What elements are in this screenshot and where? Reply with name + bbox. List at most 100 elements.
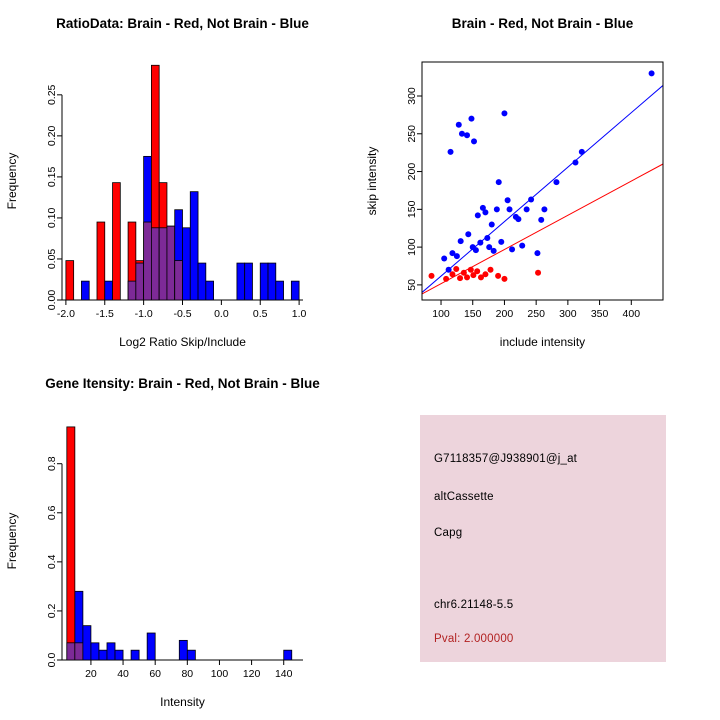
hist-bar xyxy=(90,642,100,661)
hist-bar-overlap xyxy=(174,260,183,301)
info-box: G7118357@J938901@j_at altCassette Capg c… xyxy=(420,415,666,662)
brain-fit-line xyxy=(422,163,663,295)
chart-title: Gene Itensity: Brain - Red, Not Brain - … xyxy=(45,376,320,391)
x-tick-label: 60 xyxy=(149,668,161,680)
hist-bar xyxy=(114,649,124,661)
hist-bar xyxy=(205,280,214,301)
x-tick-label: -2.0 xyxy=(57,308,75,320)
y-tick-label: 0.25 xyxy=(46,84,58,105)
x-tick-label: 200 xyxy=(496,308,514,320)
x-axis-label: Intensity xyxy=(160,695,205,709)
x-tick-label: 0.5 xyxy=(253,308,268,320)
gene-intensity-histogram-panel: 20 40 60 80 100 120 140 0.0 0.2 0.4 0.6 0.8 Intensit… xyxy=(5,376,320,709)
scatter-point-blue xyxy=(445,266,452,273)
hist-bar xyxy=(130,649,140,661)
scatter-point-red xyxy=(501,275,508,282)
ratio-histogram-panel: -2.0 -1.5 -1.0 -0.5 0.0 0.5 1.0 0.00 0.05 0.10 0.1… xyxy=(5,16,309,349)
scatter-point-blue xyxy=(538,216,545,223)
scatter-point-blue xyxy=(572,159,579,166)
y-tick-label: 0.00 xyxy=(46,290,58,311)
scatter-point-blue xyxy=(501,110,508,117)
scatter-point-red xyxy=(457,275,464,282)
scatter-point-blue xyxy=(447,148,454,155)
hist-bar xyxy=(275,280,284,301)
event-type-text: altCassette xyxy=(434,491,494,503)
scatter-point-red xyxy=(449,271,456,278)
hist-bar-overlap xyxy=(135,262,145,301)
x-tick-label: 300 xyxy=(559,308,577,320)
scatter-point-red xyxy=(470,272,477,279)
y-tick-label: 0.8 xyxy=(46,456,58,471)
y-tick-label: 250 xyxy=(406,125,418,143)
hist-bar xyxy=(236,262,246,301)
hist-bar xyxy=(186,649,196,661)
hist-bar xyxy=(65,260,75,301)
scatter-point-blue xyxy=(498,238,505,245)
chart-title: RatioData: Brain - Red, Not Brain - Blue xyxy=(56,16,309,31)
scatter-point-blue xyxy=(488,221,495,228)
y-tick-label: 0.2 xyxy=(46,603,58,618)
y-tick-label: 0.4 xyxy=(46,554,58,569)
hist-bar xyxy=(283,649,293,661)
x-tick-label: 40 xyxy=(117,668,129,680)
probe-id-text: G7118357@J938901@j_at xyxy=(434,453,578,465)
scatter-point-blue xyxy=(464,132,471,139)
x-tick-label: 140 xyxy=(275,668,293,680)
scatter-point-red xyxy=(495,272,502,279)
x-tick-label: 120 xyxy=(243,668,261,680)
scatter-point-blue xyxy=(468,115,475,122)
y-tick-label: 100 xyxy=(406,238,418,256)
x-tick-label: 0.0 xyxy=(214,308,229,320)
hist-bar xyxy=(182,227,191,301)
scatter-point-blue xyxy=(479,204,486,211)
hist-bar xyxy=(259,262,269,301)
y-tick-label: 150 xyxy=(406,200,418,218)
scatter-point-red xyxy=(443,275,450,282)
hist-bar xyxy=(66,426,76,661)
hist-bar xyxy=(178,639,188,661)
scatter-point-blue xyxy=(523,206,530,213)
hist-bar xyxy=(104,280,113,301)
hist-bar-overlap xyxy=(151,227,160,301)
chart-title: Brain - Red, Not Brain - Blue xyxy=(452,16,634,31)
scatter-point-blue xyxy=(493,206,500,213)
hist-bar xyxy=(244,262,253,301)
skip-include-scatter-panel: 100 150 200 250 300 350 400 50 100 150 200 250 300 in… xyxy=(365,16,664,349)
hist-bar-overlap xyxy=(66,642,76,661)
y-tick-label: 50 xyxy=(406,279,418,291)
scatter-point-blue xyxy=(648,70,655,77)
x-tick-label: 20 xyxy=(85,668,97,680)
pval-line: Pval: 2.000000 xyxy=(434,633,514,645)
scatter-point-blue xyxy=(528,196,535,203)
scatter-point-blue xyxy=(519,242,526,249)
x-tick-label: -1.0 xyxy=(135,308,153,320)
hist-bar xyxy=(98,649,108,661)
x-axis-label: Log2 Ratio Skip/Include xyxy=(119,335,246,349)
scatter-point-blue xyxy=(541,206,548,213)
x-tick-label: 80 xyxy=(181,668,193,680)
scatter-point-blue xyxy=(506,206,513,213)
scatter-point-blue xyxy=(471,138,478,145)
scatter-point-blue xyxy=(457,238,464,245)
x-axis-label: include intensity xyxy=(500,335,585,349)
hist-bar-overlap xyxy=(74,642,84,661)
x-tick-label: -0.5 xyxy=(173,308,191,320)
hist-bar xyxy=(146,632,156,661)
y-axis-label: skip intensity xyxy=(365,147,379,216)
scatter-point-blue xyxy=(465,231,472,238)
y-tick-label: 300 xyxy=(406,87,418,105)
x-tick-label: 100 xyxy=(211,668,229,680)
hist-bar xyxy=(290,280,300,301)
hist-bar xyxy=(267,262,277,301)
scatter-point-red xyxy=(464,274,471,281)
y-tick-label: 0.05 xyxy=(46,249,58,270)
hist-bar-overlap xyxy=(166,225,176,301)
x-tick-label: 100 xyxy=(432,308,450,320)
hist-bar xyxy=(81,280,90,301)
hist-bar xyxy=(112,182,121,301)
scatter-point-blue xyxy=(553,179,560,186)
scatter-point-red xyxy=(428,272,435,279)
y-tick-label: 0.15 xyxy=(46,167,58,188)
y-tick-label: 0.20 xyxy=(46,125,58,146)
